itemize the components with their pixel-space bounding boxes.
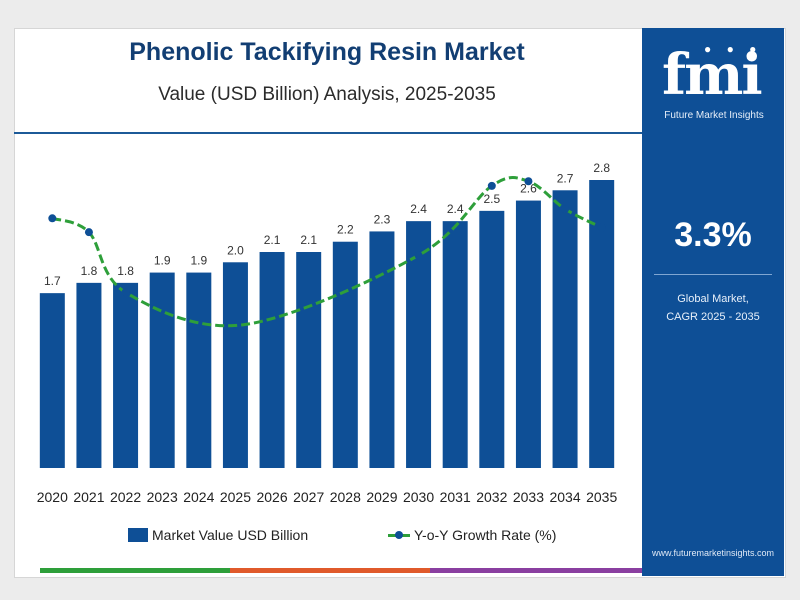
x-tick-2029: 2029: [366, 489, 397, 505]
stripe-orange: [230, 568, 430, 573]
bar-2023: [149, 272, 175, 468]
bar-2020: [39, 293, 65, 468]
x-tick-2024: 2024: [183, 489, 214, 505]
value-label-2023: 1.9: [154, 254, 171, 268]
x-tick-2021: 2021: [73, 489, 104, 505]
value-label-2024: 1.9: [190, 254, 207, 268]
bar-line-chart: 1.7 2020 1.8 2021 1.8 2022 1.9 2023 1.9 2024 2.0 20…: [37, 161, 618, 505]
value-label-2022: 1.8: [117, 264, 134, 278]
legend-line-label: Y-o-Y Growth Rate (%): [414, 527, 557, 543]
logo-figures-icon: ● ● ●: [704, 42, 763, 56]
growth-point-2035: [597, 223, 606, 232]
growth-point-2034: [561, 205, 570, 214]
legend-line-swatch: [388, 528, 410, 542]
value-label-2031: 2.4: [447, 202, 464, 216]
growth-rate-line: [51, 176, 603, 328]
x-tick-2028: 2028: [330, 489, 361, 505]
fmi-logo: fmi: [662, 42, 763, 108]
x-tick-2025: 2025: [220, 489, 251, 505]
value-label-2029: 2.3: [374, 212, 391, 226]
logo-caption: Future Market Insights: [664, 110, 764, 121]
x-tick-2033: 2033: [513, 489, 544, 505]
growth-point-2030: [414, 251, 423, 260]
legend-line: Y-o-Y Growth Rate (%): [388, 527, 556, 543]
cagr-value: 3.3%: [674, 216, 752, 254]
x-tick-2034: 2034: [549, 489, 580, 505]
value-label-2032: 2.5: [483, 192, 500, 206]
bar-2033: [515, 200, 541, 469]
x-tick-2022: 2022: [110, 489, 141, 505]
legend-bar: Market Value USD Billion: [128, 527, 308, 543]
value-label-2030: 2.4: [410, 202, 427, 216]
growth-point-2020: [48, 214, 57, 223]
bar-2032: [479, 210, 505, 468]
bar-2027: [296, 252, 322, 468]
value-label-2027: 2.1: [300, 233, 317, 247]
value-label-2028: 2.2: [337, 223, 354, 237]
legend-bar-swatch: [128, 528, 148, 542]
x-tick-2023: 2023: [147, 489, 178, 505]
bar-2025: [222, 262, 248, 468]
value-label-2020: 1.7: [44, 274, 61, 288]
bar-2034: [552, 190, 578, 468]
growth-point-2021: [84, 228, 93, 237]
x-tick-2031: 2031: [440, 489, 471, 505]
website-link[interactable]: www.futuremarketinsights.com: [651, 548, 775, 558]
x-tick-2032: 2032: [476, 489, 507, 505]
legend-bar-label: Market Value USD Billion: [152, 527, 309, 543]
value-label-2033: 2.6: [520, 182, 537, 196]
value-label-2035: 2.8: [593, 161, 610, 175]
bar-2029: [369, 231, 395, 468]
header-divider: [14, 132, 642, 134]
bar-2028: [332, 241, 358, 468]
sidebar-divider: [654, 274, 772, 275]
growth-point-2033: [524, 177, 533, 186]
value-label-2025: 2.0: [227, 243, 244, 257]
cagr-label: Global Market, CAGR 2025 - 2035: [642, 290, 784, 326]
bar-2030: [406, 221, 432, 468]
x-tick-2020: 2020: [37, 489, 68, 505]
chart-subtitle: Value (USD Billion) Analysis, 2025-2035: [158, 84, 496, 105]
growth-point-2032: [487, 181, 496, 190]
bar-2024: [186, 272, 212, 468]
x-tick-2030: 2030: [403, 489, 434, 505]
growth-point-2022: [121, 288, 130, 297]
cagr-label-line1: Global Market,: [677, 293, 749, 305]
bar-2022: [113, 282, 139, 468]
bar-2021: [76, 282, 102, 468]
bar-2026: [259, 252, 285, 468]
bar-2031: [442, 221, 468, 468]
stripe-purple: [430, 568, 642, 573]
cagr-label-line2: CAGR 2025 - 2035: [666, 311, 760, 323]
stripe-green: [40, 568, 230, 573]
chart-title: Phenolic Tackifying Resin Market: [129, 38, 525, 66]
value-label-2026: 2.1: [264, 233, 281, 247]
x-tick-2026: 2026: [256, 489, 287, 505]
x-tick-2027: 2027: [293, 489, 324, 505]
x-tick-2035: 2035: [586, 489, 617, 505]
value-label-2021: 1.8: [81, 264, 98, 278]
sidebar-panel: ● ● ● fmi Future Market Insights 3.3% Gl…: [642, 28, 784, 576]
value-label-2034: 2.7: [557, 171, 574, 185]
